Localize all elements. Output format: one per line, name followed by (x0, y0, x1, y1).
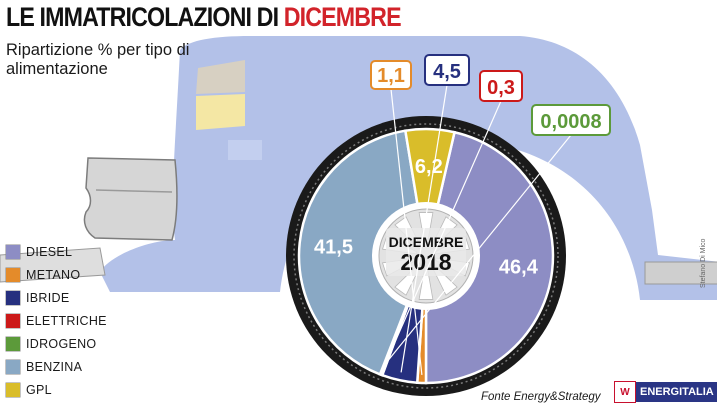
pie-slice-diesel (424, 130, 555, 385)
callout-box-elettriche (479, 70, 523, 102)
callout-box-metano (370, 60, 412, 90)
pie-slice-benzina (297, 129, 428, 376)
legend-item-gpl: GPL (6, 378, 107, 401)
title-accent: DICEMBRE (283, 2, 402, 32)
source-note: Fonte Energy&Strategy (481, 391, 601, 403)
logo-text: ENERGITALIA (636, 382, 717, 402)
car-body (0, 36, 717, 300)
car-bumper (83, 157, 178, 241)
legend-swatch-ibride (6, 290, 20, 305)
data-label-gpl: 6,2 (415, 156, 443, 178)
pie-callouts: 1,1 4,5 0,3 0,0008 (370, 54, 611, 375)
legend-label-metano: METANO (26, 267, 81, 282)
legend-item-diesel: DIESEL (6, 240, 107, 263)
callout-box-idrogeno (531, 104, 611, 136)
pie-inner-labels: 46,4 41,5 6,2 (314, 156, 539, 279)
legend-label-idrogeno: IDROGENO (26, 336, 97, 351)
data-label-elettriche: 0,3 (487, 77, 515, 99)
legend-label-diesel: DIESEL (26, 244, 73, 259)
title-main: LE IMMATRICOLAZIONI DI (6, 2, 284, 32)
legend-label-ibride: IBRIDE (26, 290, 70, 305)
car-body-shape (100, 36, 717, 300)
hub: DICEMBRE 2018 (372, 202, 480, 310)
page-subtitle: Ripartizione % per tipo di alimentazione (6, 41, 190, 78)
legend-item-benzina: BENZINA (6, 355, 107, 378)
hub-label-bg (386, 228, 466, 276)
legend-swatch-benzina (6, 359, 20, 374)
author-credit: Stefano Di Mico (700, 238, 707, 288)
data-label-metano: 1,1 (377, 65, 405, 87)
legend-item-idrogeno: IDROGENO (6, 332, 107, 355)
callout-box-ibride (424, 54, 470, 86)
legend-swatch-diesel (6, 244, 20, 259)
data-label-idrogeno: 0,0008 (540, 111, 601, 133)
leader-line-elettriche (383, 100, 502, 368)
legend-label-benzina: BENZINA (26, 359, 83, 374)
energitalia-logo: W ENERGITALIA (614, 381, 717, 403)
legend-swatch-metano (6, 267, 20, 282)
car-skirt-right (644, 261, 717, 285)
car-vent (228, 140, 262, 160)
legend-item-elettriche: ELETTRICHE (6, 309, 107, 332)
car-bumper-groove (95, 189, 173, 193)
legend-label-gpl: GPL (26, 382, 52, 397)
leader-line-metano (390, 88, 423, 375)
legend-swatch-idrogeno (6, 336, 20, 351)
page-title: LE IMMATRICOLAZIONI DI DICEMBRE (6, 2, 402, 33)
car-window (196, 60, 245, 94)
legend-swatch-elettriche (6, 313, 20, 328)
car-window-lower (196, 94, 245, 130)
data-label-diesel: 46,4 (499, 257, 539, 279)
leader-line-ibride (400, 84, 448, 373)
hub-label-month: DICEMBRE (389, 234, 464, 250)
legend-label-elettriche: ELETTRICHE (26, 313, 107, 328)
logo-mark-icon: W (614, 381, 636, 403)
data-label-ibride: 4,5 (433, 61, 461, 83)
tire-tread (293, 123, 559, 389)
car-skirt (0, 247, 106, 283)
leader-line-idrogeno (382, 134, 572, 368)
legend: DIESEL METANO IBRIDE ELETTRICHE IDROGENO BENZ… (6, 240, 107, 401)
legend-swatch-gpl (6, 382, 20, 397)
legend-item-metano: METANO (6, 263, 107, 286)
data-label-benzina: 41,5 (314, 236, 353, 258)
legend-item-ibride: IBRIDE (6, 286, 107, 309)
